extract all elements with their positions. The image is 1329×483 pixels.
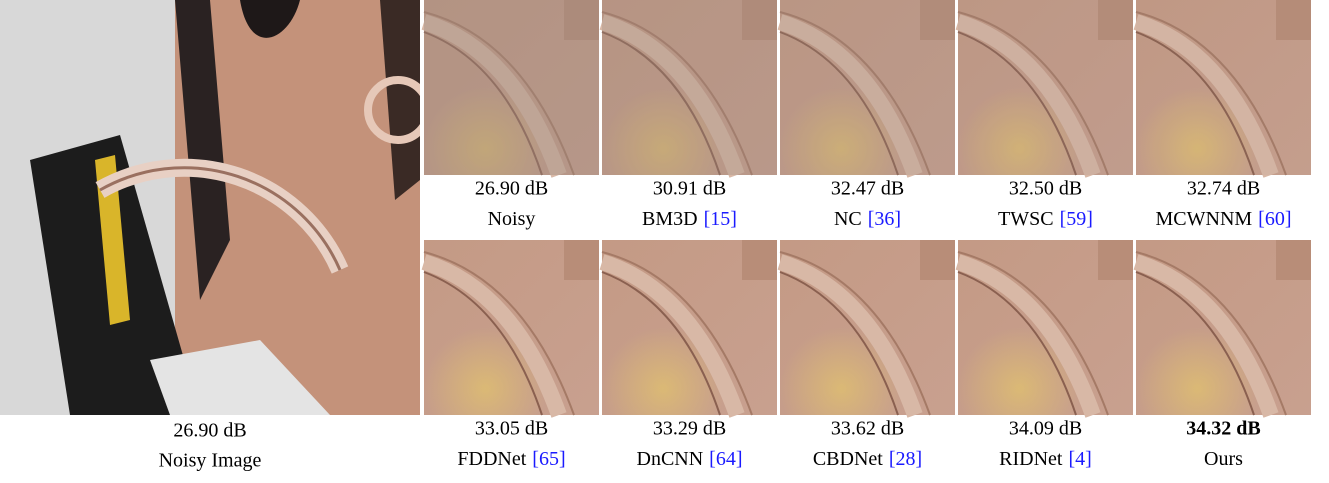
crop-image [1133, 240, 1311, 418]
crop-arc-edge [1135, 271, 1255, 416]
crop-arc-edge [601, 271, 721, 416]
crop-arc-edge [601, 31, 721, 176]
crop-label: Noisy [488, 208, 536, 230]
crop-label: Ours [1204, 448, 1243, 470]
method-name: DnCNN [637, 448, 704, 470]
crop-arc-edge [1135, 251, 1287, 416]
crop-image [1133, 0, 1311, 178]
crop-arc-edge [1135, 11, 1287, 176]
method-name: TWSC [998, 208, 1054, 230]
crop-image [777, 0, 955, 178]
crop-image [421, 240, 599, 418]
crop-arc-edge [957, 11, 1109, 176]
crop-label: CBDNet [28] [813, 448, 922, 470]
crop-noise [780, 0, 955, 175]
crop-block [920, 0, 955, 40]
crop-arc [1133, 14, 1279, 178]
citation: [28] [889, 448, 922, 470]
crop-arc-edge [779, 271, 899, 416]
method-name: RIDNet [999, 448, 1063, 470]
method-name: CBDNet [813, 448, 883, 470]
crop-image [599, 240, 777, 418]
crop-arc [777, 14, 923, 178]
citation: [4] [1069, 448, 1092, 470]
method-name: NC [834, 208, 862, 230]
crop-block [742, 0, 777, 40]
method-name: MCWNNM [1156, 208, 1253, 230]
crop-block [564, 240, 599, 280]
crop-arc [599, 14, 745, 178]
crop-arc-edge [423, 31, 543, 176]
crop-arc-edge [779, 31, 899, 176]
crop-label: RIDNet [4] [999, 448, 1092, 470]
method-name: Ours [1204, 448, 1243, 470]
crop-noise [424, 0, 599, 175]
crop-psnr: 30.91 dB [653, 178, 726, 200]
main-label: Noisy Image [159, 450, 262, 472]
crop-block [920, 240, 955, 280]
crop-block [742, 240, 777, 280]
crop-arc-edge [957, 31, 1077, 176]
crop-label: FDDNet [65] [457, 448, 565, 470]
citation: [60] [1258, 208, 1291, 230]
crop-block [1276, 240, 1311, 280]
crop-block [1098, 240, 1133, 280]
crop-arc-edge [779, 251, 931, 416]
crop-psnr: 34.32 dB [1186, 418, 1260, 440]
crop-image [955, 240, 1133, 418]
crop-psnr: 33.62 dB [831, 418, 904, 440]
crop-psnr: 33.05 dB [475, 418, 548, 440]
crop-block [564, 0, 599, 40]
main-image [0, 0, 420, 415]
main-psnr: 26.90 dB [173, 420, 246, 442]
crop-arc [1133, 254, 1279, 418]
crop-arc-edge [423, 251, 575, 416]
crop-arc [777, 254, 923, 418]
crop-arc-edge [601, 251, 753, 416]
crop-psnr: 26.90 dB [475, 178, 548, 200]
crop-image [599, 0, 777, 178]
crop-image [777, 240, 955, 418]
crop-psnr: 34.09 dB [1009, 418, 1082, 440]
crop-arc [955, 254, 1101, 418]
crop-arc-edge [957, 251, 1109, 416]
crop-arc [421, 254, 567, 418]
crop-arc-edge [957, 271, 1077, 416]
citation: [36] [868, 208, 901, 230]
method-name: Noisy [488, 208, 536, 230]
crop-noise [958, 0, 1133, 175]
crop-arc [421, 14, 567, 178]
crop-label: NC [36] [834, 208, 901, 230]
crop-psnr: 32.74 dB [1187, 178, 1260, 200]
crop-arc [955, 14, 1101, 178]
crop-arc-edge [1135, 31, 1255, 176]
crop-psnr: 32.47 dB [831, 178, 904, 200]
citation: [15] [704, 208, 737, 230]
citation: [64] [709, 448, 742, 470]
crop-label: BM3D [15] [642, 208, 737, 230]
crop-arc [599, 254, 745, 418]
crop-block [1276, 0, 1311, 40]
crop-image [421, 0, 599, 178]
crop-arc-edge [423, 11, 575, 176]
crop-block [1098, 0, 1133, 40]
crop-psnr: 33.29 dB [653, 418, 726, 440]
crop-label: TWSC [59] [998, 208, 1093, 230]
method-name: BM3D [642, 208, 698, 230]
method-name: FDDNet [457, 448, 526, 470]
crop-arc-edge [423, 271, 543, 416]
crop-label: DnCNN [64] [637, 448, 743, 470]
crop-arc-edge [601, 11, 753, 176]
crop-image [955, 0, 1133, 178]
crop-noise [602, 0, 777, 175]
crop-label: MCWNNM [60] [1156, 208, 1292, 230]
crop-arc-edge [779, 11, 931, 176]
crop-psnr: 32.50 dB [1009, 178, 1082, 200]
crop-noise [1136, 0, 1311, 175]
citation: [59] [1060, 208, 1093, 230]
citation: [65] [532, 448, 565, 470]
